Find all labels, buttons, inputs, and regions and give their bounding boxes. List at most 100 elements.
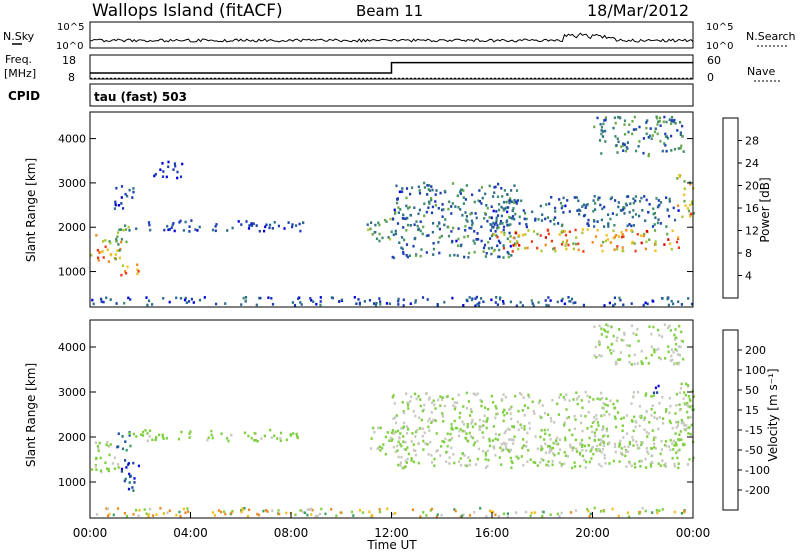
heatmap-cell: [553, 453, 556, 457]
heatmap-cell: [500, 449, 503, 453]
heatmap-cell: [506, 512, 509, 515]
heatmap-cell: [510, 417, 513, 421]
heatmap-cell: [300, 303, 303, 306]
heatmap-cell: [599, 203, 602, 207]
heatmap-cell: [470, 408, 473, 411]
heatmap-cell: [636, 362, 639, 365]
heatmap-cell: [610, 196, 613, 199]
heatmap-cell: [178, 221, 181, 224]
heatmap-cell: [663, 115, 666, 119]
heatmap-cell: [647, 210, 650, 214]
heatmap-cell: [674, 432, 677, 435]
heatmap-cell: [454, 405, 457, 409]
heatmap-cell: [434, 200, 437, 203]
heatmap-cell: [662, 422, 665, 425]
heatmap-cell: [101, 250, 104, 253]
heatmap-cell: [435, 432, 438, 435]
heatmap-cell: [109, 443, 112, 446]
heatmap-cell: [544, 243, 547, 247]
heatmap-cell: [565, 408, 568, 411]
heatmap-cell: [523, 428, 526, 431]
heatmap-cell: [626, 147, 629, 150]
heatmap-cell: [415, 430, 418, 434]
heatmap-cell: [445, 451, 448, 454]
heatmap-cell: [519, 301, 522, 304]
heatmap-cell: [482, 449, 485, 453]
heatmap-cell: [431, 230, 434, 234]
heatmap-cell: [607, 225, 610, 228]
heatmap-cell: [655, 348, 658, 352]
heatmap-cell: [653, 130, 657, 134]
heatmap-cell: [481, 196, 484, 200]
heatmap-cell: [653, 211, 657, 215]
heatmap-cell: [540, 219, 544, 222]
heatmap-cell: [527, 449, 530, 452]
heatmap-cell: [521, 233, 524, 237]
heatmap-cell: [526, 246, 529, 250]
heatmap-cell: [525, 510, 528, 514]
heatmap-cell: [686, 463, 690, 466]
heatmap-cell: [113, 467, 116, 471]
heatmap-cell: [668, 419, 671, 423]
heatmap-cell: [623, 333, 626, 336]
heatmap-cell: [176, 176, 179, 180]
heatmap-cell: [663, 443, 666, 447]
heatmap-cell: [441, 208, 444, 212]
heatmap-cell: [589, 450, 592, 453]
heatmap-cell: [434, 204, 437, 207]
heatmap-cell: [595, 414, 598, 417]
heatmap-cell: [637, 145, 640, 148]
heatmap-cell: [682, 421, 685, 425]
heatmap-cell: [689, 203, 692, 207]
heatmap-cell: [392, 256, 396, 260]
heatmap-cell: [312, 300, 315, 303]
heatmap-cell: [513, 184, 516, 187]
heatmap-cell: [574, 438, 577, 442]
heatmap-cell: [377, 221, 380, 225]
heatmap-cell: [517, 428, 520, 432]
heatmap-cell: [564, 438, 567, 442]
heatmap-cell: [670, 247, 673, 251]
heatmap-cell: [166, 224, 169, 228]
heatmap-cell: [243, 507, 246, 510]
heatmap-cell: [666, 137, 670, 140]
heatmap-cell: [461, 429, 464, 433]
heatmap-cell: [502, 512, 506, 516]
heatmap-cell: [502, 200, 506, 204]
heatmap-cell: [580, 421, 583, 425]
heatmap-cell: [581, 454, 584, 458]
heatmap-cell: [581, 449, 584, 452]
heatmap-cell: [446, 450, 449, 454]
heatmap-cell: [618, 296, 621, 300]
heatmap-cell: [427, 206, 430, 209]
heatmap-cell: [104, 245, 107, 249]
heatmap-cell: [99, 456, 102, 460]
heatmap-cell: [546, 216, 550, 219]
heatmap-cell: [669, 421, 672, 425]
heatmap-cell: [474, 463, 478, 466]
heatmap-cell: [686, 384, 689, 387]
heatmap-cell: [527, 393, 530, 397]
heatmap-cell: [615, 425, 618, 429]
heatmap-cell: [647, 452, 650, 455]
heatmap-cell: [265, 223, 268, 227]
heatmap-cell: [654, 240, 657, 243]
heatmap-cell: [457, 460, 461, 464]
heatmap-cell: [414, 236, 417, 240]
heatmap-cell: [671, 119, 674, 122]
heatmap-cell: [433, 403, 436, 407]
heatmap-cell: [673, 510, 676, 514]
heatmap-cell: [406, 457, 409, 461]
heatmap-cell: [557, 222, 560, 225]
heatmap-cell: [602, 122, 605, 126]
heatmap-cell: [463, 454, 466, 457]
heatmap-cell: [635, 333, 638, 337]
heatmap-cell: [609, 348, 612, 352]
heatmap-cell: [667, 326, 670, 329]
heatmap-cell: [436, 303, 439, 306]
heatmap-cell: [580, 414, 583, 417]
heatmap-cell: [258, 296, 261, 300]
heatmap-cell: [528, 421, 531, 425]
heatmap-cell: [632, 224, 635, 227]
heatmap-cell: [596, 421, 600, 424]
